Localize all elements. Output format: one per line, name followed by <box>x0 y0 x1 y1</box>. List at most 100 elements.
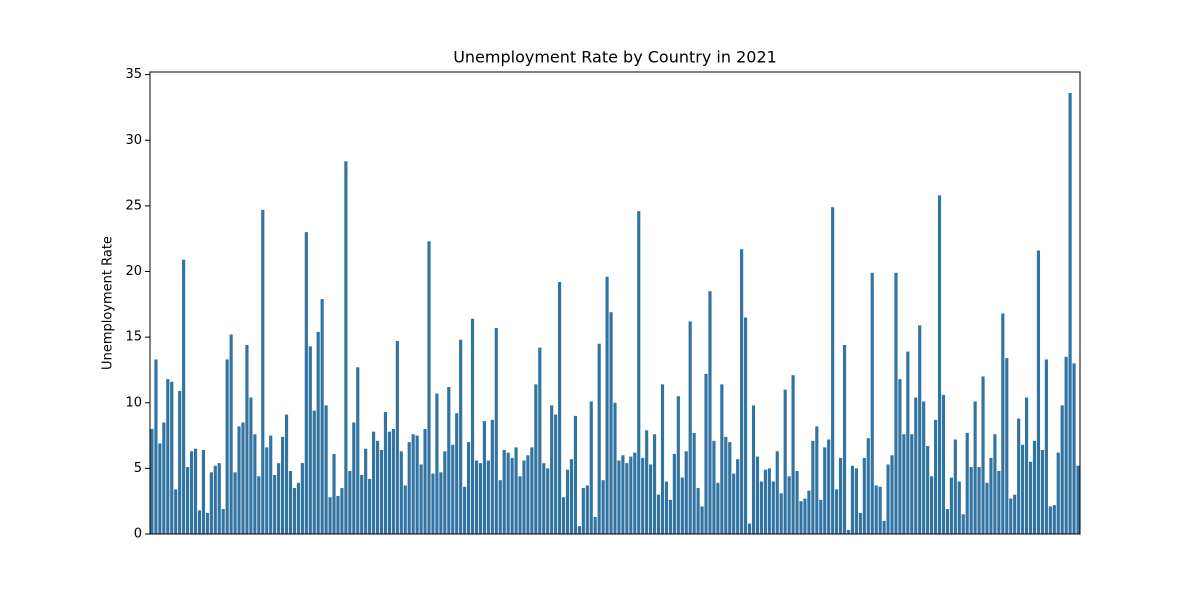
bar <box>225 359 229 534</box>
bar <box>930 476 934 534</box>
bar <box>831 207 835 534</box>
bar <box>649 464 653 534</box>
bar <box>633 452 637 534</box>
bar <box>985 482 989 534</box>
bar <box>542 463 546 534</box>
bar <box>771 481 775 534</box>
bar <box>554 414 558 534</box>
y-tick-label: 30 <box>125 133 142 148</box>
bar <box>205 513 209 534</box>
bar <box>308 346 312 534</box>
bar <box>530 447 534 534</box>
bar <box>823 447 827 534</box>
bar <box>882 520 886 534</box>
bar <box>898 379 902 534</box>
bar <box>1044 359 1048 534</box>
bar <box>1056 452 1060 534</box>
bar <box>379 450 384 534</box>
bar <box>312 410 316 534</box>
bar <box>324 405 328 534</box>
bar <box>585 485 589 534</box>
bar <box>237 426 241 534</box>
bar <box>842 345 847 534</box>
bar <box>368 478 372 534</box>
bar <box>573 415 578 534</box>
bar <box>961 514 965 534</box>
y-tick-label: 10 <box>125 395 142 410</box>
bar <box>336 495 340 534</box>
bar <box>332 453 336 534</box>
bar <box>716 482 720 534</box>
bar <box>858 513 862 534</box>
bar <box>672 453 676 534</box>
bar <box>201 450 206 534</box>
bar <box>613 402 617 534</box>
bar <box>676 396 680 534</box>
bar <box>815 426 819 534</box>
bar <box>352 422 356 534</box>
bar <box>182 259 186 534</box>
bar <box>411 434 415 534</box>
bar <box>850 465 855 534</box>
bar <box>427 241 431 534</box>
bar <box>736 459 740 534</box>
bar <box>886 464 890 534</box>
bar <box>439 472 443 534</box>
bar <box>688 321 692 534</box>
bar <box>265 447 269 534</box>
bar <box>997 471 1001 534</box>
bar <box>482 421 486 534</box>
bar <box>518 476 522 534</box>
bar <box>443 451 447 534</box>
bar <box>838 457 843 534</box>
bar <box>724 436 728 534</box>
bar <box>577 526 581 534</box>
bar <box>558 282 562 534</box>
bar <box>253 434 257 534</box>
bar <box>803 498 807 534</box>
bar <box>249 397 253 534</box>
bar <box>637 211 641 534</box>
bar <box>973 401 977 534</box>
bar <box>593 516 597 534</box>
bar <box>965 432 969 534</box>
bar <box>941 394 946 534</box>
bar <box>415 435 419 534</box>
bar <box>383 411 388 534</box>
bar <box>292 488 297 534</box>
bar <box>162 422 166 534</box>
bar <box>360 474 364 534</box>
bar <box>1028 461 1033 534</box>
bar <box>902 434 906 534</box>
bar <box>245 345 249 534</box>
bar <box>783 389 787 534</box>
y-tick-label: 35 <box>125 67 142 82</box>
bar <box>344 161 348 534</box>
bar <box>981 376 985 534</box>
bar <box>969 467 973 534</box>
bar <box>423 429 427 534</box>
y-tick-label: 25 <box>125 198 142 213</box>
bar <box>918 325 922 534</box>
bar <box>1024 397 1029 534</box>
bar <box>937 195 942 534</box>
bar <box>510 457 514 534</box>
bar <box>1036 250 1041 534</box>
bar <box>257 476 261 534</box>
bar <box>1001 313 1005 534</box>
bar <box>451 444 455 534</box>
bar <box>273 474 277 534</box>
bar <box>827 439 831 534</box>
bar <box>486 460 490 534</box>
bar <box>926 446 930 534</box>
bar <box>945 509 950 534</box>
bar <box>629 456 633 534</box>
bar <box>372 431 376 534</box>
bar <box>356 367 360 534</box>
bar <box>894 272 898 534</box>
bar <box>1017 418 1021 534</box>
chart-title: Unemployment Rate by Country in 2021 <box>453 48 777 67</box>
bar <box>787 476 791 534</box>
bar <box>581 488 585 534</box>
